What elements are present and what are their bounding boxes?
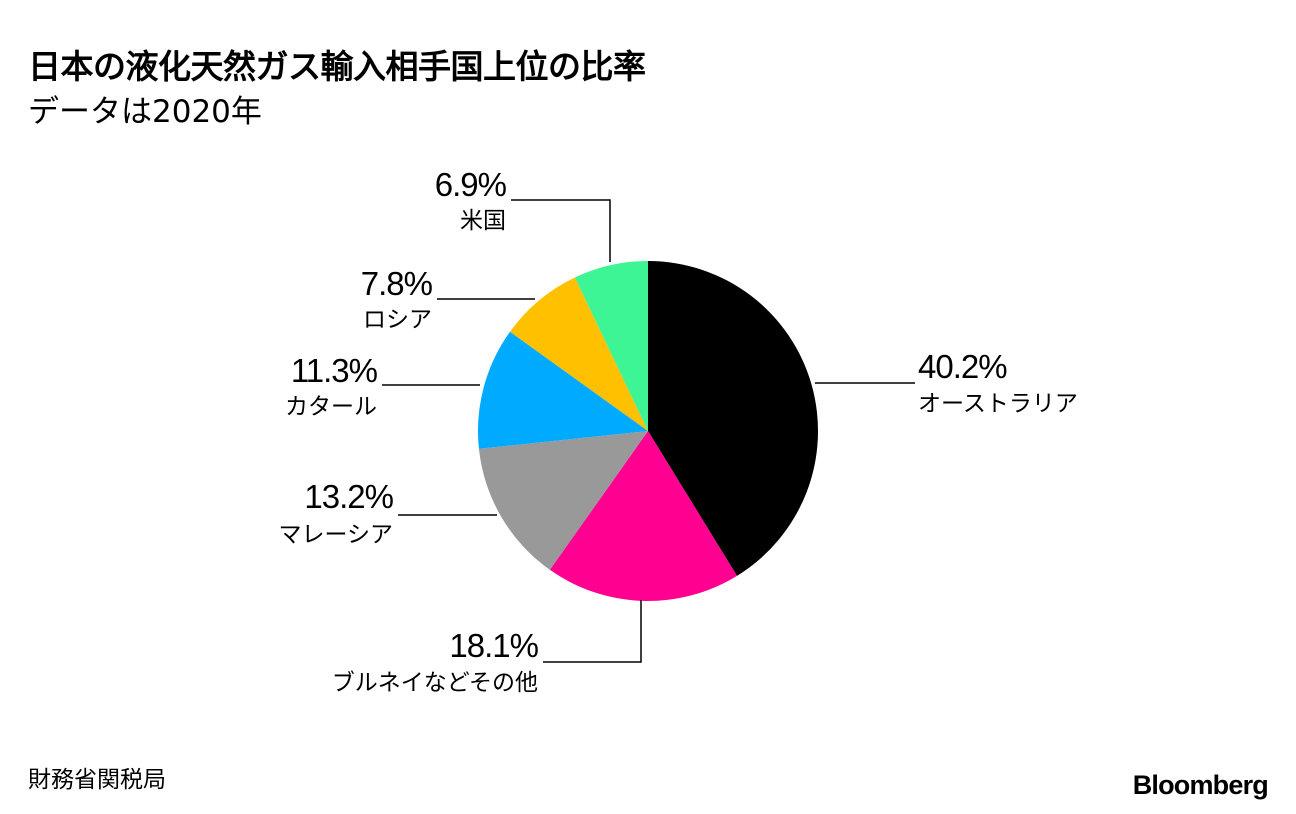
slice-category-label: ブルネイなどその他	[332, 670, 538, 696]
source-note: 財務省関税局	[28, 767, 166, 793]
slice-percent-label: 13.2%	[304, 478, 393, 515]
leader-line	[543, 600, 642, 663]
slice-category-label: マレーシア	[278, 522, 393, 548]
slice-percent-label: 11.3%	[291, 352, 378, 389]
slice-percent-label: 18.1%	[449, 627, 538, 664]
pie-slice	[509, 277, 648, 431]
pie-slice	[478, 431, 648, 570]
leader-line	[511, 199, 611, 262]
slice-category-label: 米国	[460, 208, 506, 234]
slice-category-label: ロシア	[363, 307, 432, 333]
pie-slice	[549, 431, 737, 601]
pie-slice	[574, 261, 648, 431]
chart-subtitle: データは2020年	[28, 94, 262, 130]
slice-percent-label: 6.9%	[435, 166, 507, 203]
pie-slice	[648, 261, 818, 576]
slice-category-label: カタール	[285, 394, 377, 420]
brand-logo: Bloomberg	[1132, 770, 1269, 800]
slice-percent-label: 40.2%	[918, 348, 1007, 385]
chart-title: 日本の液化天然ガス輸入相手国上位の比率	[28, 47, 646, 86]
pie-slice	[477, 331, 648, 449]
slice-percent-label: 7.8%	[361, 265, 433, 302]
slice-category-label: オーストラリア	[918, 391, 1078, 417]
